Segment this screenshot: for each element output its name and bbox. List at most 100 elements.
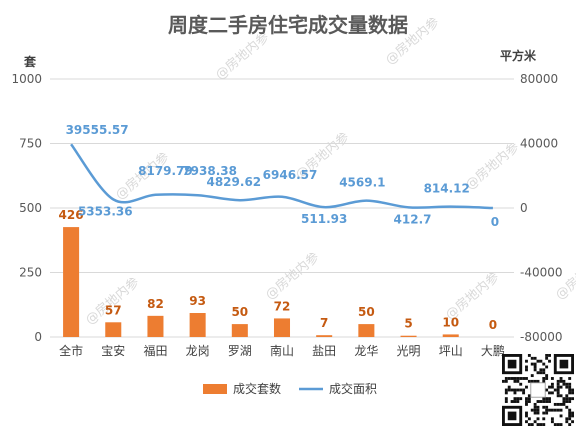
qr-module	[539, 359, 543, 363]
qr-module	[539, 400, 543, 403]
qr-module	[504, 397, 508, 401]
qr-module	[542, 379, 546, 383]
qr-module	[536, 408, 540, 412]
line-data-labels: 39555.57 5353.36 8179.797938.384829.626946…	[66, 123, 500, 229]
qr-module	[550, 408, 554, 412]
bar-data-label: 82	[147, 297, 164, 311]
legend: 成交套数 成交面积	[203, 381, 377, 396]
qr-module	[568, 382, 572, 386]
qr-module	[533, 420, 537, 424]
qr-module	[530, 374, 534, 378]
watermark-text: @房地内参	[82, 274, 142, 328]
qr-module	[525, 385, 528, 389]
qr-module	[502, 379, 505, 383]
area-line	[70, 143, 493, 210]
qr-module	[530, 423, 534, 426]
qr-module	[536, 405, 540, 409]
line-data-label: 6946.57	[263, 168, 318, 182]
qr-module	[565, 405, 569, 409]
qr-module	[539, 423, 543, 426]
qr-module	[539, 368, 543, 372]
qr-module	[565, 420, 569, 424]
qr-module	[513, 391, 517, 395]
qr-module	[516, 400, 520, 403]
qr-module	[548, 359, 551, 363]
qr-module	[542, 417, 546, 421]
qr-module	[556, 408, 560, 412]
qr-module	[559, 402, 563, 406]
bar	[231, 324, 248, 337]
line-data-label: 511.93	[301, 212, 347, 226]
category-label: 盐田	[312, 344, 336, 358]
qr-module	[513, 397, 517, 401]
line-data-label: 814.12	[424, 182, 470, 196]
bar-data-label: 7	[320, 316, 328, 330]
qr-module	[542, 377, 546, 380]
qr-module	[568, 408, 572, 412]
legend-swatch-bar	[203, 384, 227, 394]
qr-module	[525, 420, 528, 424]
qr-module	[504, 388, 508, 392]
qr-module	[525, 368, 528, 372]
category-label: 坪山	[439, 344, 463, 358]
qr-module	[516, 377, 520, 380]
qr-module	[527, 397, 531, 401]
qr-module	[516, 379, 520, 383]
line-data-label: 39555.57	[66, 123, 129, 137]
line-data-label: 4829.62	[206, 175, 261, 189]
qr-module	[519, 377, 523, 380]
qr-module	[513, 379, 517, 383]
qr-module	[553, 402, 557, 406]
qr-module	[516, 397, 520, 401]
line-series	[70, 143, 493, 210]
qr-module	[545, 354, 549, 357]
category-label: 宝安	[101, 343, 125, 358]
qr-module	[550, 382, 554, 386]
qr-module	[556, 379, 560, 383]
category-label: 龙岗	[186, 344, 210, 358]
qr-module	[533, 405, 537, 409]
bar	[400, 335, 417, 337]
qr-module	[536, 417, 540, 421]
qr-module	[522, 388, 526, 392]
qr-module	[522, 391, 526, 395]
qr-module	[568, 423, 572, 426]
right-tick-label: 0	[520, 201, 528, 215]
qr-module	[559, 414, 563, 418]
watermark-text: @房地内参	[262, 249, 322, 303]
qr-module	[568, 417, 572, 421]
line-data-label: 0	[491, 215, 499, 229]
qr-module	[571, 420, 574, 424]
bar	[358, 324, 375, 337]
qr-module	[533, 365, 537, 369]
qr-module	[539, 371, 543, 375]
bar	[147, 315, 164, 337]
line-data-label: 5353.36	[78, 204, 133, 218]
qr-module	[504, 379, 508, 383]
bar-data-label: 5	[404, 317, 412, 331]
qr-module	[545, 408, 549, 412]
qr-module	[553, 408, 557, 412]
watermark-text: @房地内参	[462, 139, 522, 193]
qr-module	[533, 368, 537, 372]
qr-module	[568, 400, 572, 403]
qr-module	[507, 388, 511, 392]
qr-module	[556, 394, 560, 398]
left-tick-label: 250	[19, 266, 42, 280]
qr-module	[553, 423, 557, 426]
qr-module	[556, 388, 560, 392]
qr-module	[525, 402, 528, 406]
qr-module	[545, 397, 549, 401]
qr-module	[559, 379, 563, 383]
right-tick-label: -40000	[520, 266, 563, 280]
qr-module	[568, 414, 572, 418]
qr-module	[559, 408, 563, 412]
line-data-label: 412.7	[394, 212, 432, 226]
qr-module	[559, 385, 563, 389]
qr-module	[556, 385, 560, 389]
category-label: 大鹏	[481, 344, 505, 358]
bar	[105, 322, 122, 337]
qr-module	[504, 391, 508, 395]
qr-module	[545, 400, 549, 403]
